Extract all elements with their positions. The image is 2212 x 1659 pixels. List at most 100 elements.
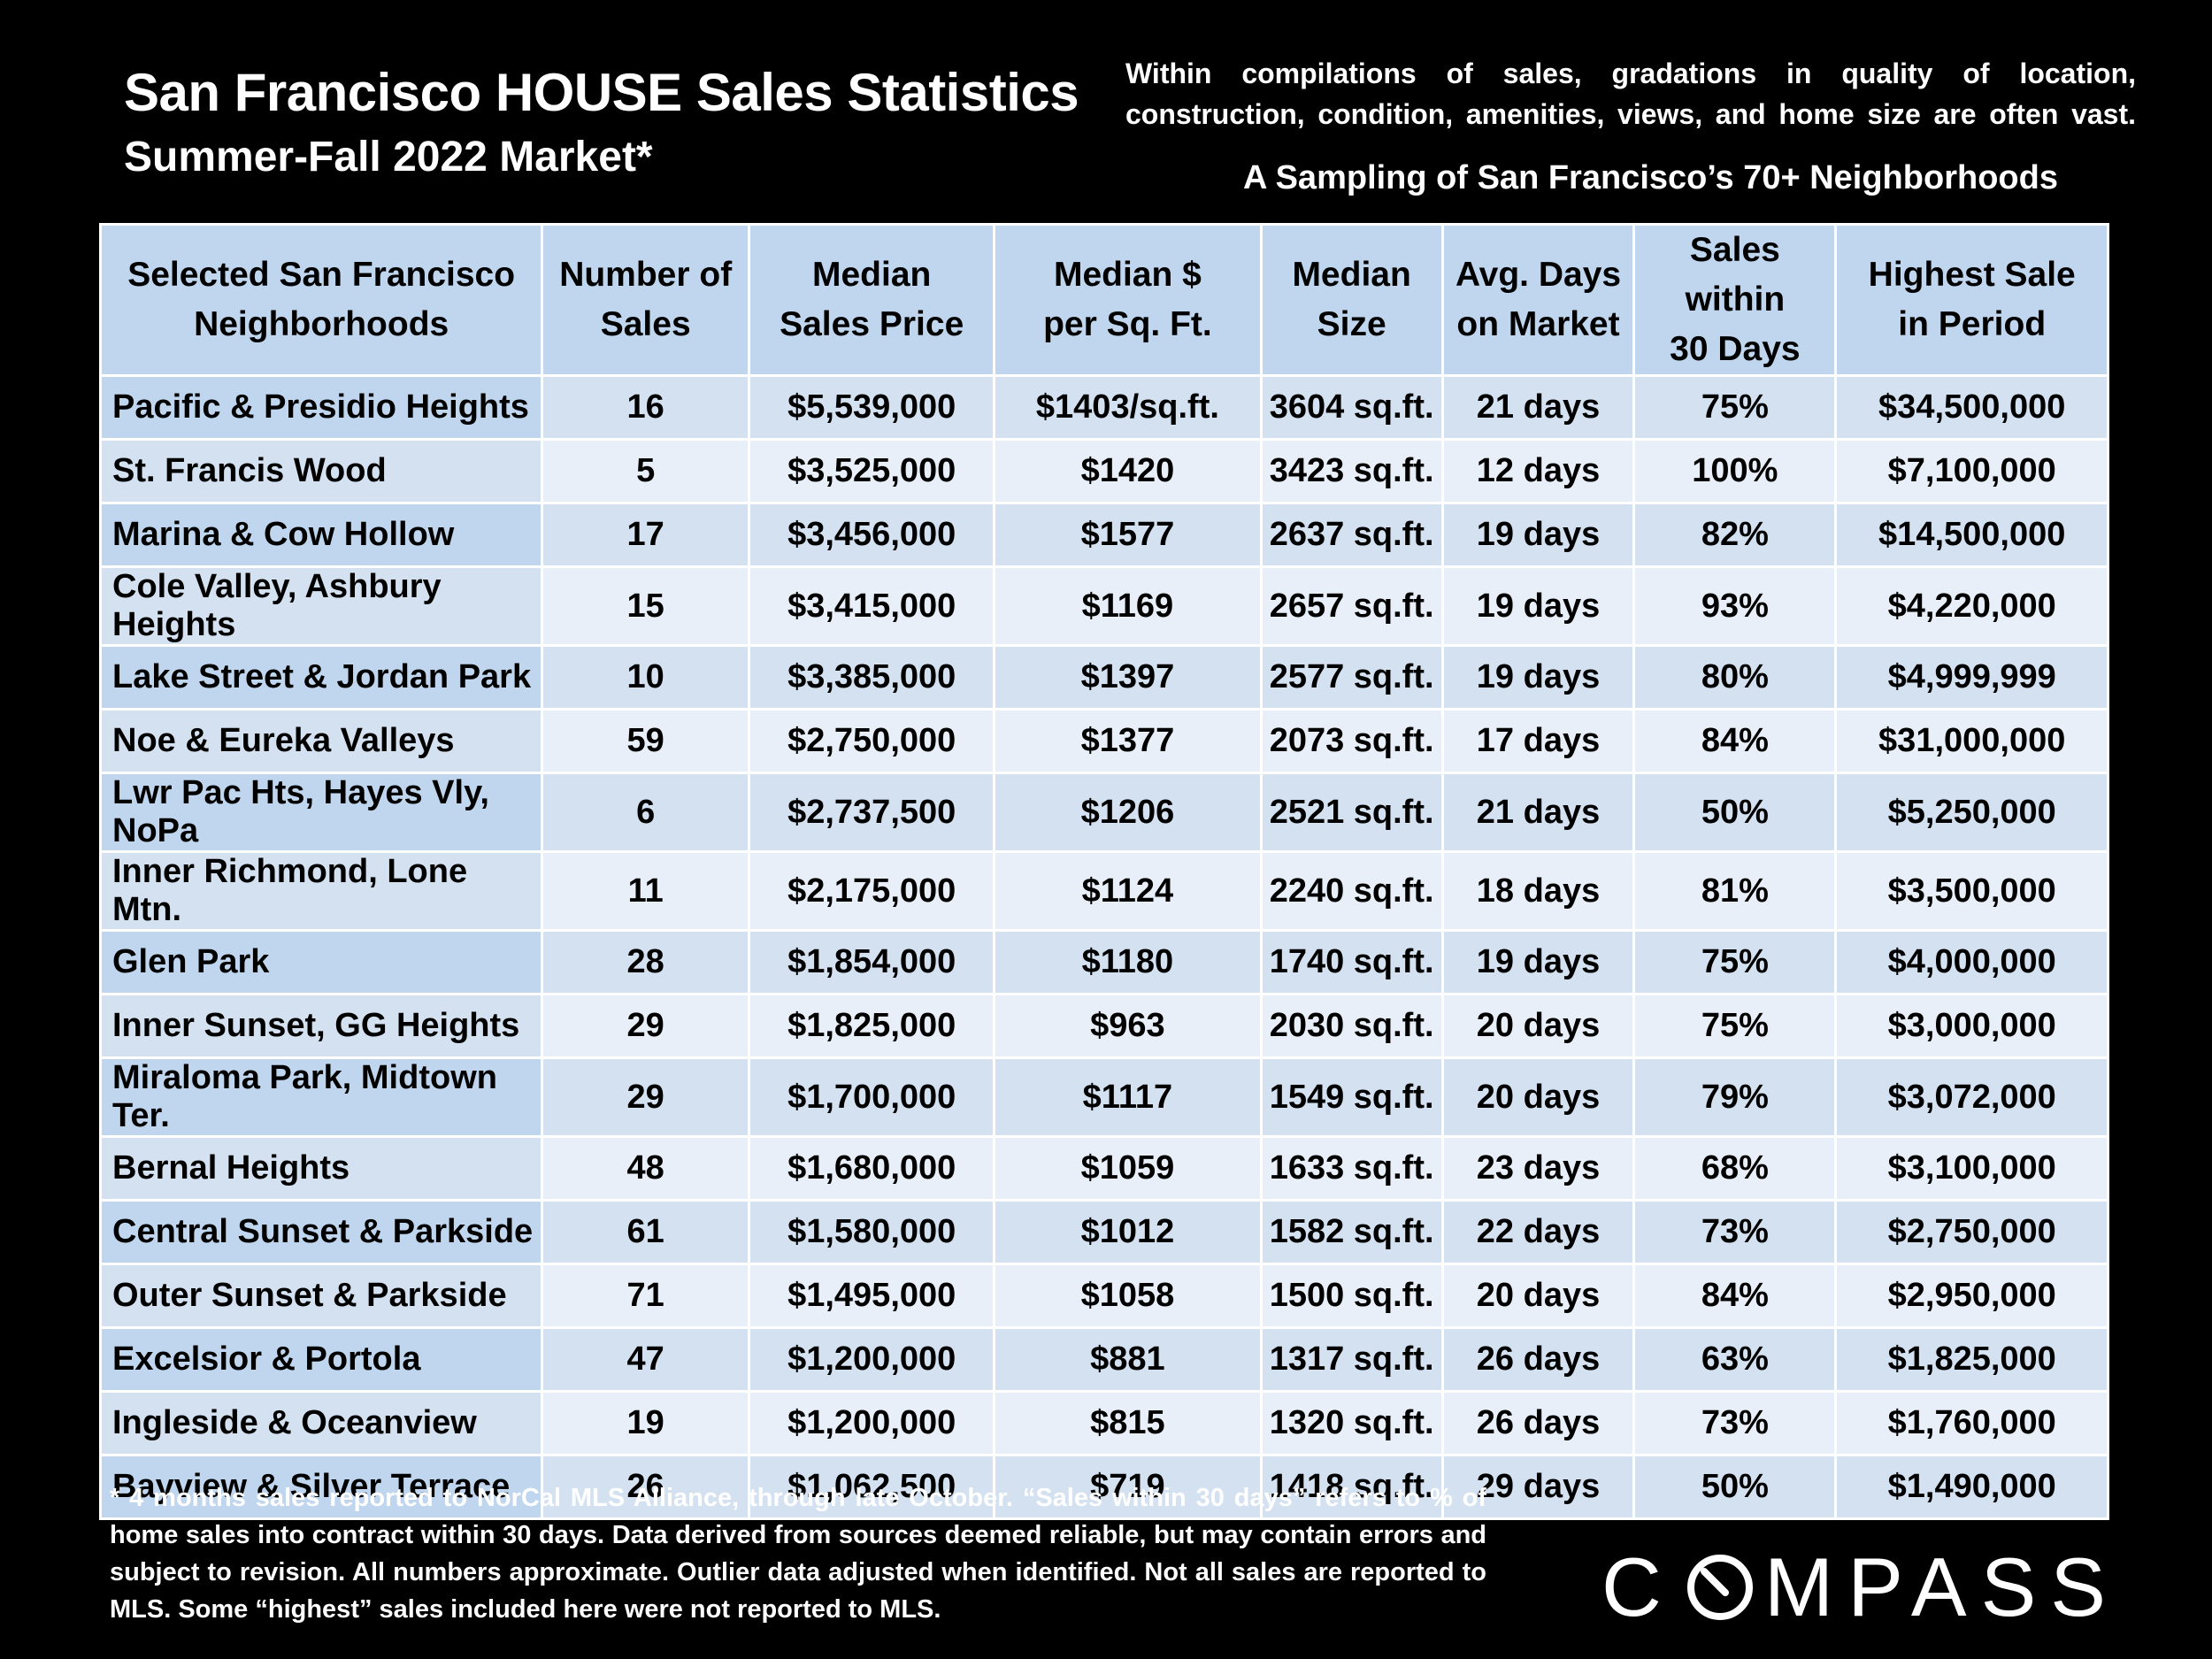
column-header-line: Size bbox=[1317, 305, 1386, 343]
compass-logo: C MPASS bbox=[1601, 1540, 2120, 1635]
column-header-0: Selected San Francisco Neighborhoods bbox=[98, 223, 544, 377]
data-cell: 71 bbox=[541, 1263, 751, 1329]
data-cell: $1169 bbox=[993, 565, 1263, 647]
data-cell: 93% bbox=[1632, 565, 1838, 647]
data-cell: $14,500,000 bbox=[1834, 502, 2109, 568]
data-cell: 10 bbox=[541, 644, 751, 710]
data-cell: $1,062,500 bbox=[748, 1454, 996, 1520]
data-cell: 47 bbox=[541, 1326, 751, 1393]
data-cell: $5,539,000 bbox=[748, 374, 996, 441]
table-row: Lwr Pac Hts, Hayes Vly, NoPa 6 $2,737,500 $… bbox=[98, 772, 2109, 853]
data-cell: 23 days bbox=[1440, 1135, 1636, 1202]
data-cell: $1,490,000 bbox=[1834, 1454, 2109, 1520]
data-cell: $1180 bbox=[993, 929, 1263, 995]
data-cell: $1,700,000 bbox=[748, 1056, 996, 1138]
data-cell: $1,825,000 bbox=[1834, 1326, 2109, 1393]
data-cell: $1206 bbox=[993, 772, 1263, 853]
data-cell: 1582 sq.ft. bbox=[1259, 1199, 1444, 1265]
neighborhood-cell: Miraloma Park, Midtown Ter. bbox=[98, 1056, 544, 1138]
data-cell: 84% bbox=[1632, 1263, 1838, 1329]
table-row: Miraloma Park, Midtown Ter. 29 $1,700,000 $… bbox=[98, 1056, 2109, 1138]
quality-note: Within compilations of sales, gradations… bbox=[1125, 53, 2136, 134]
data-cell: $31,000,000 bbox=[1834, 708, 2109, 774]
data-cell: 75% bbox=[1632, 374, 1838, 441]
data-cell: $3,456,000 bbox=[748, 502, 996, 568]
column-header-line: Highest Sale bbox=[1868, 256, 2076, 294]
column-header-4: Median Size bbox=[1259, 223, 1444, 377]
data-cell: 2240 sq.ft. bbox=[1259, 850, 1444, 932]
data-cell: 63% bbox=[1632, 1326, 1838, 1393]
data-cell: $4,220,000 bbox=[1834, 565, 2109, 647]
table-row: St. Francis Wood 5 $3,525,000 $1420 3423 sq.… bbox=[98, 438, 2109, 504]
data-cell: 26 bbox=[541, 1454, 751, 1520]
data-cell: $3,000,000 bbox=[1834, 993, 2109, 1059]
table-header-row: Selected San Francisco Neighborhoods Numbe… bbox=[98, 223, 2109, 377]
data-cell: 19 days bbox=[1440, 565, 1636, 647]
data-cell: 81% bbox=[1632, 850, 1838, 932]
data-cell: 2657 sq.ft. bbox=[1259, 565, 1444, 647]
neighborhood-cell: Pacific & Presidio Heights bbox=[98, 374, 544, 441]
column-header-line: on Market bbox=[1456, 305, 1620, 343]
data-cell: $1377 bbox=[993, 708, 1263, 774]
neighborhood-cell: Glen Park bbox=[98, 929, 544, 995]
data-cell: 61 bbox=[541, 1199, 751, 1265]
data-cell: 68% bbox=[1632, 1135, 1838, 1202]
data-cell: 22 days bbox=[1440, 1199, 1636, 1265]
data-cell: 2521 sq.ft. bbox=[1259, 772, 1444, 853]
data-cell: $815 bbox=[993, 1390, 1263, 1456]
sampling-caption: A Sampling of San Francisco’s 70+ Neighb… bbox=[1243, 159, 2058, 196]
neighborhood-cell: Lake Street & Jordan Park bbox=[98, 644, 544, 710]
column-header-3: Median $ per Sq. Ft. bbox=[993, 223, 1263, 377]
data-cell: 50% bbox=[1632, 772, 1838, 853]
data-cell: $7,100,000 bbox=[1834, 438, 2109, 504]
data-cell: $1403/sq.ft. bbox=[993, 374, 1263, 441]
data-cell: $719 bbox=[993, 1454, 1263, 1520]
data-cell: 2073 sq.ft. bbox=[1259, 708, 1444, 774]
data-cell: 100% bbox=[1632, 438, 1838, 504]
page-subtitle: Summer-Fall 2022 Market* bbox=[124, 134, 653, 180]
data-cell: 2030 sq.ft. bbox=[1259, 993, 1444, 1059]
data-cell: $1058 bbox=[993, 1263, 1263, 1329]
data-cell: $1,825,000 bbox=[748, 993, 996, 1059]
data-cell: 75% bbox=[1632, 993, 1838, 1059]
neighborhood-cell: Bernal Heights bbox=[98, 1135, 544, 1202]
data-cell: 50% bbox=[1632, 1454, 1838, 1520]
quality-note-line-1: Within compilations of sales, gradations… bbox=[1125, 58, 2136, 89]
neighborhood-cell: Outer Sunset & Parkside bbox=[98, 1263, 544, 1329]
data-cell: 20 days bbox=[1440, 993, 1636, 1059]
data-cell: 1317 sq.ft. bbox=[1259, 1326, 1444, 1393]
data-cell: 84% bbox=[1632, 708, 1838, 774]
column-header-line: Selected San Francisco bbox=[127, 256, 516, 294]
logo-letters-mpass: MPASS bbox=[1763, 1540, 2121, 1633]
table-row: Ingleside & Oceanview 19 $1,200,000 $815 132… bbox=[98, 1390, 2109, 1456]
data-cell: 1418 sq.ft. bbox=[1259, 1454, 1444, 1520]
data-cell: 75% bbox=[1632, 929, 1838, 995]
data-cell: $1,200,000 bbox=[748, 1326, 996, 1393]
neighborhood-cell: Inner Richmond, Lone Mtn. bbox=[98, 850, 544, 932]
table-row: Pacific & Presidio Heights 16 $5,539,000 $1… bbox=[98, 374, 2109, 441]
data-cell: $1,854,000 bbox=[748, 929, 996, 995]
data-cell: $3,385,000 bbox=[748, 644, 996, 710]
data-cell: $1117 bbox=[993, 1056, 1263, 1138]
column-header-line: per Sq. Ft. bbox=[1043, 305, 1212, 343]
table-row: Central Sunset & Parkside 61 $1,580,000 $10… bbox=[98, 1199, 2109, 1265]
data-cell: 21 days bbox=[1440, 772, 1636, 853]
data-cell: 2577 sq.ft. bbox=[1259, 644, 1444, 710]
data-cell: $5,250,000 bbox=[1834, 772, 2109, 853]
data-cell: 28 bbox=[541, 929, 751, 995]
data-cell: 79% bbox=[1632, 1056, 1838, 1138]
data-cell: 6 bbox=[541, 772, 751, 853]
data-cell: 26 days bbox=[1440, 1390, 1636, 1456]
data-cell: 12 days bbox=[1440, 438, 1636, 504]
column-header-5: Avg. Days on Market bbox=[1440, 223, 1636, 377]
footnote: * 4 months sales reported to NorCal MLS … bbox=[110, 1484, 1486, 1624]
data-cell: $963 bbox=[993, 993, 1263, 1059]
column-header-line: Avg. Days bbox=[1455, 256, 1622, 294]
column-header-line: Median $ bbox=[1053, 256, 1202, 294]
sales-statistics-table: Selected San Francisco Neighborhoods Numbe… bbox=[98, 223, 2109, 1520]
data-cell: $2,737,500 bbox=[748, 772, 996, 853]
data-cell: $4,999,999 bbox=[1834, 644, 2109, 710]
data-cell: $1,495,000 bbox=[748, 1263, 996, 1329]
column-header-line: 30 Days bbox=[1670, 330, 1801, 368]
data-cell: $3,500,000 bbox=[1834, 850, 2109, 932]
